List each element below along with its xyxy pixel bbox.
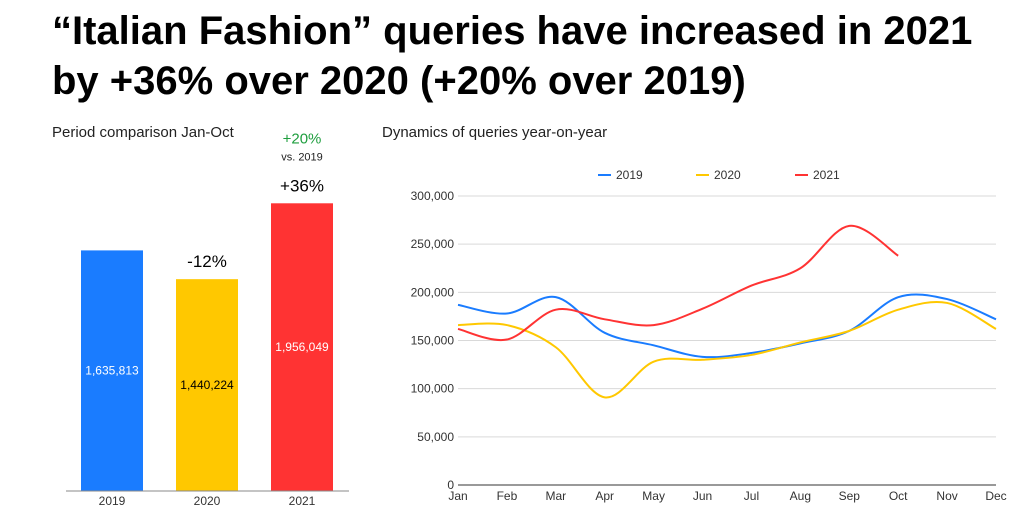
legend-label-2021: 2021 xyxy=(813,168,840,182)
bar-category-label-2019: 2019 xyxy=(99,494,126,508)
bar-change-annotation-2020: -12% xyxy=(187,252,227,271)
bar-category-label-2020: 2020 xyxy=(194,494,221,508)
legend-label-2019: 2019 xyxy=(616,168,643,182)
bar-2020 xyxy=(176,279,238,491)
x-tick-label-sep: Sep xyxy=(839,489,861,503)
bar-value-label-2021: 1,956,049 xyxy=(275,340,329,354)
bar-2021 xyxy=(271,203,333,491)
y-tick-label-250000: 250,000 xyxy=(411,237,455,251)
y-tick-label-0: 0 xyxy=(447,478,454,492)
x-tick-label-feb: Feb xyxy=(497,489,518,503)
bar-chart: 1,635,813 2019 1,440,224 2020 -12% 1,956,049 2… xyxy=(66,130,349,508)
bar-value-label-2019: 1,635,813 xyxy=(85,364,139,378)
x-tick-label-dec: Dec xyxy=(985,489,1006,503)
headline-line-2: by +36% over 2020 (+20% over 2019) xyxy=(52,59,746,103)
x-tick-label-may: May xyxy=(642,489,665,503)
bar-chart-title: Period comparison Jan-Oct xyxy=(52,124,234,141)
legend-label-2020: 2020 xyxy=(714,168,741,182)
x-tick-label-jun: Jun xyxy=(693,489,712,503)
x-tick-label-mar: Mar xyxy=(545,489,566,503)
bar-extra-annotation-2021: +20% xyxy=(283,130,322,147)
x-tick-label-jul: Jul xyxy=(744,489,759,503)
y-tick-label-150000: 150,000 xyxy=(411,334,455,348)
bar-extra-note-2021: vs. 2019 xyxy=(281,151,323,163)
y-tick-label-300000: 300,000 xyxy=(411,189,455,203)
series-line-2021 xyxy=(457,224,899,342)
y-tick-label-200000: 200,000 xyxy=(411,285,455,299)
headline: “Italian Fashion” queries have increased… xyxy=(52,6,1012,106)
headline-line-1: “Italian Fashion” queries have increased… xyxy=(52,9,973,53)
x-tick-label-aug: Aug xyxy=(790,489,811,503)
x-tick-label-jan: Jan xyxy=(448,489,467,503)
y-tick-label-50000: 50,000 xyxy=(417,430,454,444)
line-chart-title: Dynamics of queries year-on-year xyxy=(382,124,608,141)
bar-2019 xyxy=(81,250,143,491)
y-tick-label-100000: 100,000 xyxy=(411,382,455,396)
bar-category-label-2021: 2021 xyxy=(289,494,316,508)
x-tick-label-oct: Oct xyxy=(889,489,908,503)
series-line-2019 xyxy=(457,293,997,359)
x-tick-label-nov: Nov xyxy=(936,489,957,503)
series-line-2020 xyxy=(457,300,997,399)
bar-change-annotation-2021: +36% xyxy=(280,176,324,195)
x-tick-label-apr: Apr xyxy=(595,489,614,503)
bar-value-label-2020: 1,440,224 xyxy=(180,378,234,392)
